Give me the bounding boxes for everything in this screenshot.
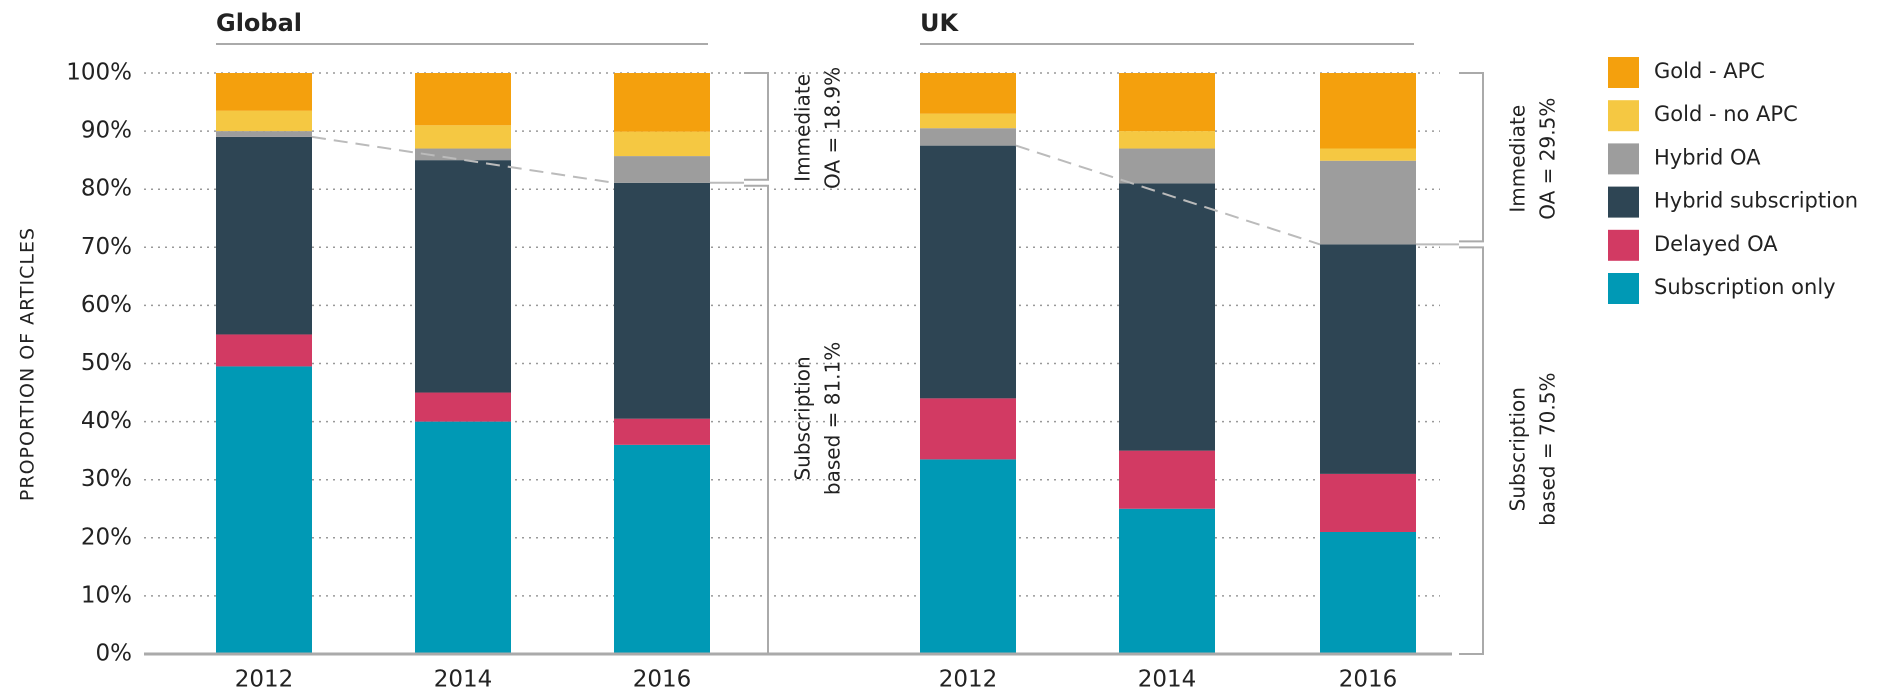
annotation: OA = 29.5% xyxy=(1536,98,1560,220)
bar-segment xyxy=(614,418,710,445)
annotation: Immediate xyxy=(791,74,815,182)
annotation: based = 81.1% xyxy=(821,342,845,495)
legend-label: Hybrid subscription xyxy=(1654,189,1858,213)
bar-segment xyxy=(614,131,710,157)
bar-segment xyxy=(1119,508,1215,654)
annotation: Immediate xyxy=(1506,105,1530,213)
y-tick-label: 100% xyxy=(66,60,132,86)
trend-dash xyxy=(311,135,615,184)
y-axis-label: PROPORTION OF ARTICLES xyxy=(17,227,39,501)
y-tick-label: 0% xyxy=(96,641,133,667)
legend-label: Gold - no APC xyxy=(1654,102,1798,126)
y-tick-label: 50% xyxy=(81,350,132,376)
bar-segment xyxy=(216,366,312,654)
bar-segment xyxy=(415,160,511,393)
panel-title: UK xyxy=(920,9,959,37)
x-tick-label: 2012 xyxy=(235,667,294,693)
bar-segment xyxy=(415,421,511,654)
bracket-immediate xyxy=(1459,72,1484,243)
legend-swatch xyxy=(1608,143,1639,175)
bar-segment xyxy=(1119,148,1215,184)
legend-label: Gold - APC xyxy=(1654,59,1765,83)
annotation: OA = 18.9% xyxy=(821,67,845,189)
x-tick-label: 2014 xyxy=(1138,667,1197,693)
y-tick-label: 70% xyxy=(81,234,132,260)
legend-swatch xyxy=(1608,229,1639,261)
bar-segment xyxy=(614,444,710,654)
y-tick-label: 10% xyxy=(81,582,132,608)
bracket-subscription xyxy=(1459,246,1484,655)
bar-segment xyxy=(216,110,312,132)
bar-segment xyxy=(415,125,511,149)
bar-segment xyxy=(1119,131,1215,149)
bar-segment xyxy=(216,131,312,137)
y-tick-label: 40% xyxy=(81,408,132,434)
bar-segment xyxy=(415,73,511,126)
x-tick-label: 2014 xyxy=(434,667,493,693)
bracket-immediate xyxy=(744,72,769,181)
bracket-subscription xyxy=(744,184,769,655)
bar-segment xyxy=(415,148,511,161)
bar-segment xyxy=(1320,148,1416,161)
legend-swatch xyxy=(1608,273,1639,304)
bar-segment xyxy=(1320,473,1416,532)
bar-segment xyxy=(415,392,511,422)
bar-segment xyxy=(920,128,1016,146)
bar-segment xyxy=(1119,450,1215,509)
bar-segment xyxy=(920,459,1016,654)
y-tick-label: 80% xyxy=(81,176,132,202)
bar-segment xyxy=(1320,531,1416,654)
y-tick-label: 20% xyxy=(81,524,132,550)
bar-segment xyxy=(920,73,1016,114)
annotation: Subscription xyxy=(1506,387,1530,511)
bar-segment xyxy=(216,136,312,335)
y-tick-label: 60% xyxy=(81,292,132,318)
legend-swatch xyxy=(1608,100,1639,132)
legend-swatch xyxy=(1608,57,1639,88)
trend-dash xyxy=(1015,144,1321,246)
annotation: Subscription xyxy=(791,356,815,480)
bar-segment xyxy=(614,156,710,183)
bar-segment xyxy=(216,334,312,367)
legend-swatch xyxy=(1608,186,1639,218)
bar-segment xyxy=(1119,183,1215,451)
bar-segment xyxy=(1320,73,1416,149)
bar-segment xyxy=(920,145,1016,399)
bar-segment xyxy=(1320,160,1416,245)
bar-segment xyxy=(1119,73,1215,132)
bar-segment xyxy=(1320,244,1416,474)
x-tick-label: 2016 xyxy=(1339,667,1398,693)
bar-segment xyxy=(216,73,312,111)
annotation: based = 70.5% xyxy=(1536,373,1560,526)
legend-label: Delayed OA xyxy=(1654,232,1778,256)
x-tick-label: 2012 xyxy=(939,667,998,693)
bar-segment xyxy=(920,113,1016,129)
y-tick-label: 30% xyxy=(81,466,132,492)
bar-segment xyxy=(614,73,710,132)
bar-segment xyxy=(614,182,710,419)
y-tick-label: 90% xyxy=(81,118,132,144)
x-tick-label: 2016 xyxy=(633,667,692,693)
bar-segment xyxy=(920,398,1016,460)
legend-label: Subscription only xyxy=(1654,275,1836,299)
legend-label: Hybrid OA xyxy=(1654,145,1761,169)
panel-title: Global xyxy=(216,9,302,37)
